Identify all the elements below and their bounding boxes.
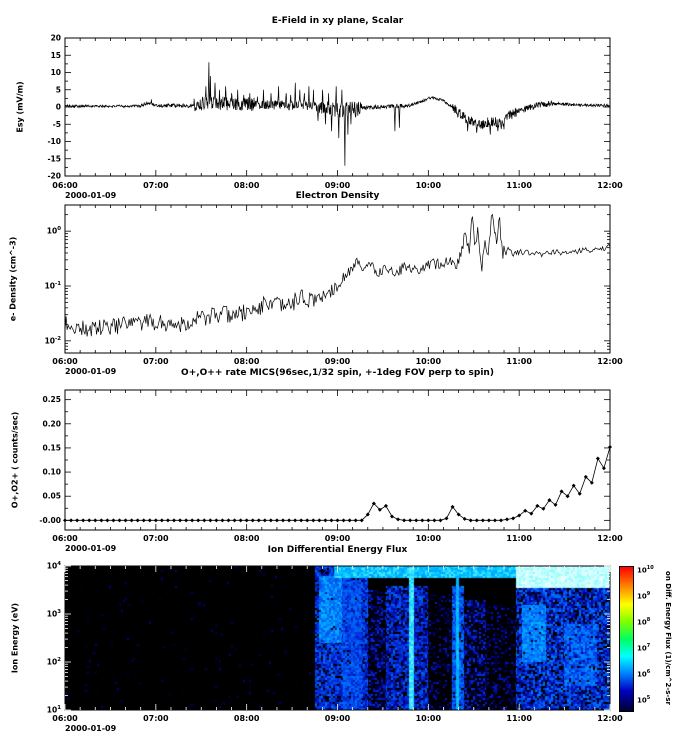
panel1-ylabel: Esy (mV/m)	[15, 81, 25, 133]
colorbar-tick-label: 108	[637, 617, 651, 627]
svg-text:08:00: 08:00	[234, 534, 260, 543]
svg-text:11:00: 11:00	[506, 357, 532, 366]
svg-text:08:00: 08:00	[234, 181, 260, 190]
svg-text:-10: -10	[47, 137, 61, 146]
svg-text:12:00: 12:00	[597, 181, 623, 190]
svg-text:-15: -15	[47, 154, 61, 163]
colorbar-tick-label: 105	[637, 694, 651, 705]
panel2-ylabel: e- Density (cm^-3)	[8, 236, 18, 322]
colorbar-tick-label: 106	[637, 669, 651, 679]
colorbar-tick-label: 107	[637, 643, 651, 653]
svg-text:09:00: 09:00	[325, 181, 351, 190]
svg-text:08:00: 08:00	[234, 714, 260, 723]
svg-text:101: 101	[47, 705, 61, 715]
panel3-date-label: 2000-01-09	[65, 544, 117, 553]
svg-text:09:00: 09:00	[325, 714, 351, 723]
svg-text:10: 10	[51, 68, 61, 77]
svg-text:0.25: 0.25	[42, 395, 61, 404]
colorbar	[619, 566, 634, 712]
svg-text:11:00: 11:00	[506, 181, 532, 190]
svg-text:0.15: 0.15	[42, 443, 61, 452]
panel4-title: Ion Differential Energy Flux	[267, 545, 408, 555]
svg-text:102: 102	[47, 657, 61, 667]
svg-text:12:00: 12:00	[597, 534, 623, 543]
svg-text:104: 104	[47, 561, 61, 571]
svg-text:07:00: 07:00	[143, 357, 169, 366]
panel1-title: E-Field in xy plane, Scalar	[271, 16, 404, 26]
panel3-title: O+,O++ rate MICS(96sec,1/32 spin, +-1deg…	[181, 368, 494, 378]
svg-text:10-2: 10-2	[45, 336, 62, 346]
svg-text:06:00: 06:00	[52, 534, 78, 543]
svg-text:09:00: 09:00	[325, 357, 351, 366]
svg-text:103: 103	[47, 609, 61, 619]
panel1-date-label: 2000-01-09	[65, 191, 117, 200]
svg-text:-20: -20	[47, 172, 61, 181]
svg-text:0.05: 0.05	[42, 492, 61, 501]
panel2-date-label: 2000-01-09	[65, 367, 117, 376]
svg-text:09:00: 09:00	[325, 534, 351, 543]
svg-text:0.20: 0.20	[42, 419, 61, 428]
svg-text:11:00: 11:00	[506, 534, 532, 543]
svg-text:06:00: 06:00	[52, 357, 78, 366]
svg-text:07:00: 07:00	[143, 181, 169, 190]
svg-text:10:00: 10:00	[416, 181, 442, 190]
svg-text:0.10: 0.10	[42, 468, 61, 477]
svg-text:10:00: 10:00	[416, 714, 442, 723]
svg-text:-5: -5	[53, 120, 61, 129]
panel3-ylabel: O+,O2+ ( counts/sec)	[10, 411, 20, 509]
svg-text:100: 100	[47, 226, 61, 236]
svg-text:10:00: 10:00	[416, 357, 442, 366]
svg-text:06:00: 06:00	[52, 181, 78, 190]
svg-text:12:00: 12:00	[597, 357, 623, 366]
svg-text:07:00: 07:00	[143, 534, 169, 543]
colorbar-tick-label: 109	[637, 591, 651, 601]
svg-text:0: 0	[56, 103, 61, 112]
svg-text:06:00: 06:00	[52, 714, 78, 723]
svg-text:10:00: 10:00	[416, 534, 442, 543]
svg-text:-0.00: -0.00	[39, 516, 61, 525]
colorbar-tick-label: 1010	[637, 565, 654, 575]
pan4-date-label: 2000-01-09	[65, 724, 117, 733]
svg-text:15: 15	[51, 51, 61, 60]
panel2-title: Electron Density	[295, 191, 380, 201]
ion-flux-spectrogram	[65, 566, 610, 710]
svg-text:12:00: 12:00	[597, 714, 623, 723]
svg-text:10-1: 10-1	[45, 281, 62, 291]
svg-text:08:00: 08:00	[234, 357, 260, 366]
panel4-ylabel: Ion Energy (eV)	[10, 602, 20, 674]
svg-text:5: 5	[56, 85, 61, 94]
svg-text:11:00: 11:00	[506, 714, 532, 723]
colorbar-label: on Diff. Energy Flux (1)/cm^2-s-sr	[664, 571, 672, 705]
svg-text:20: 20	[51, 34, 61, 43]
svg-text:07:00: 07:00	[143, 714, 169, 723]
